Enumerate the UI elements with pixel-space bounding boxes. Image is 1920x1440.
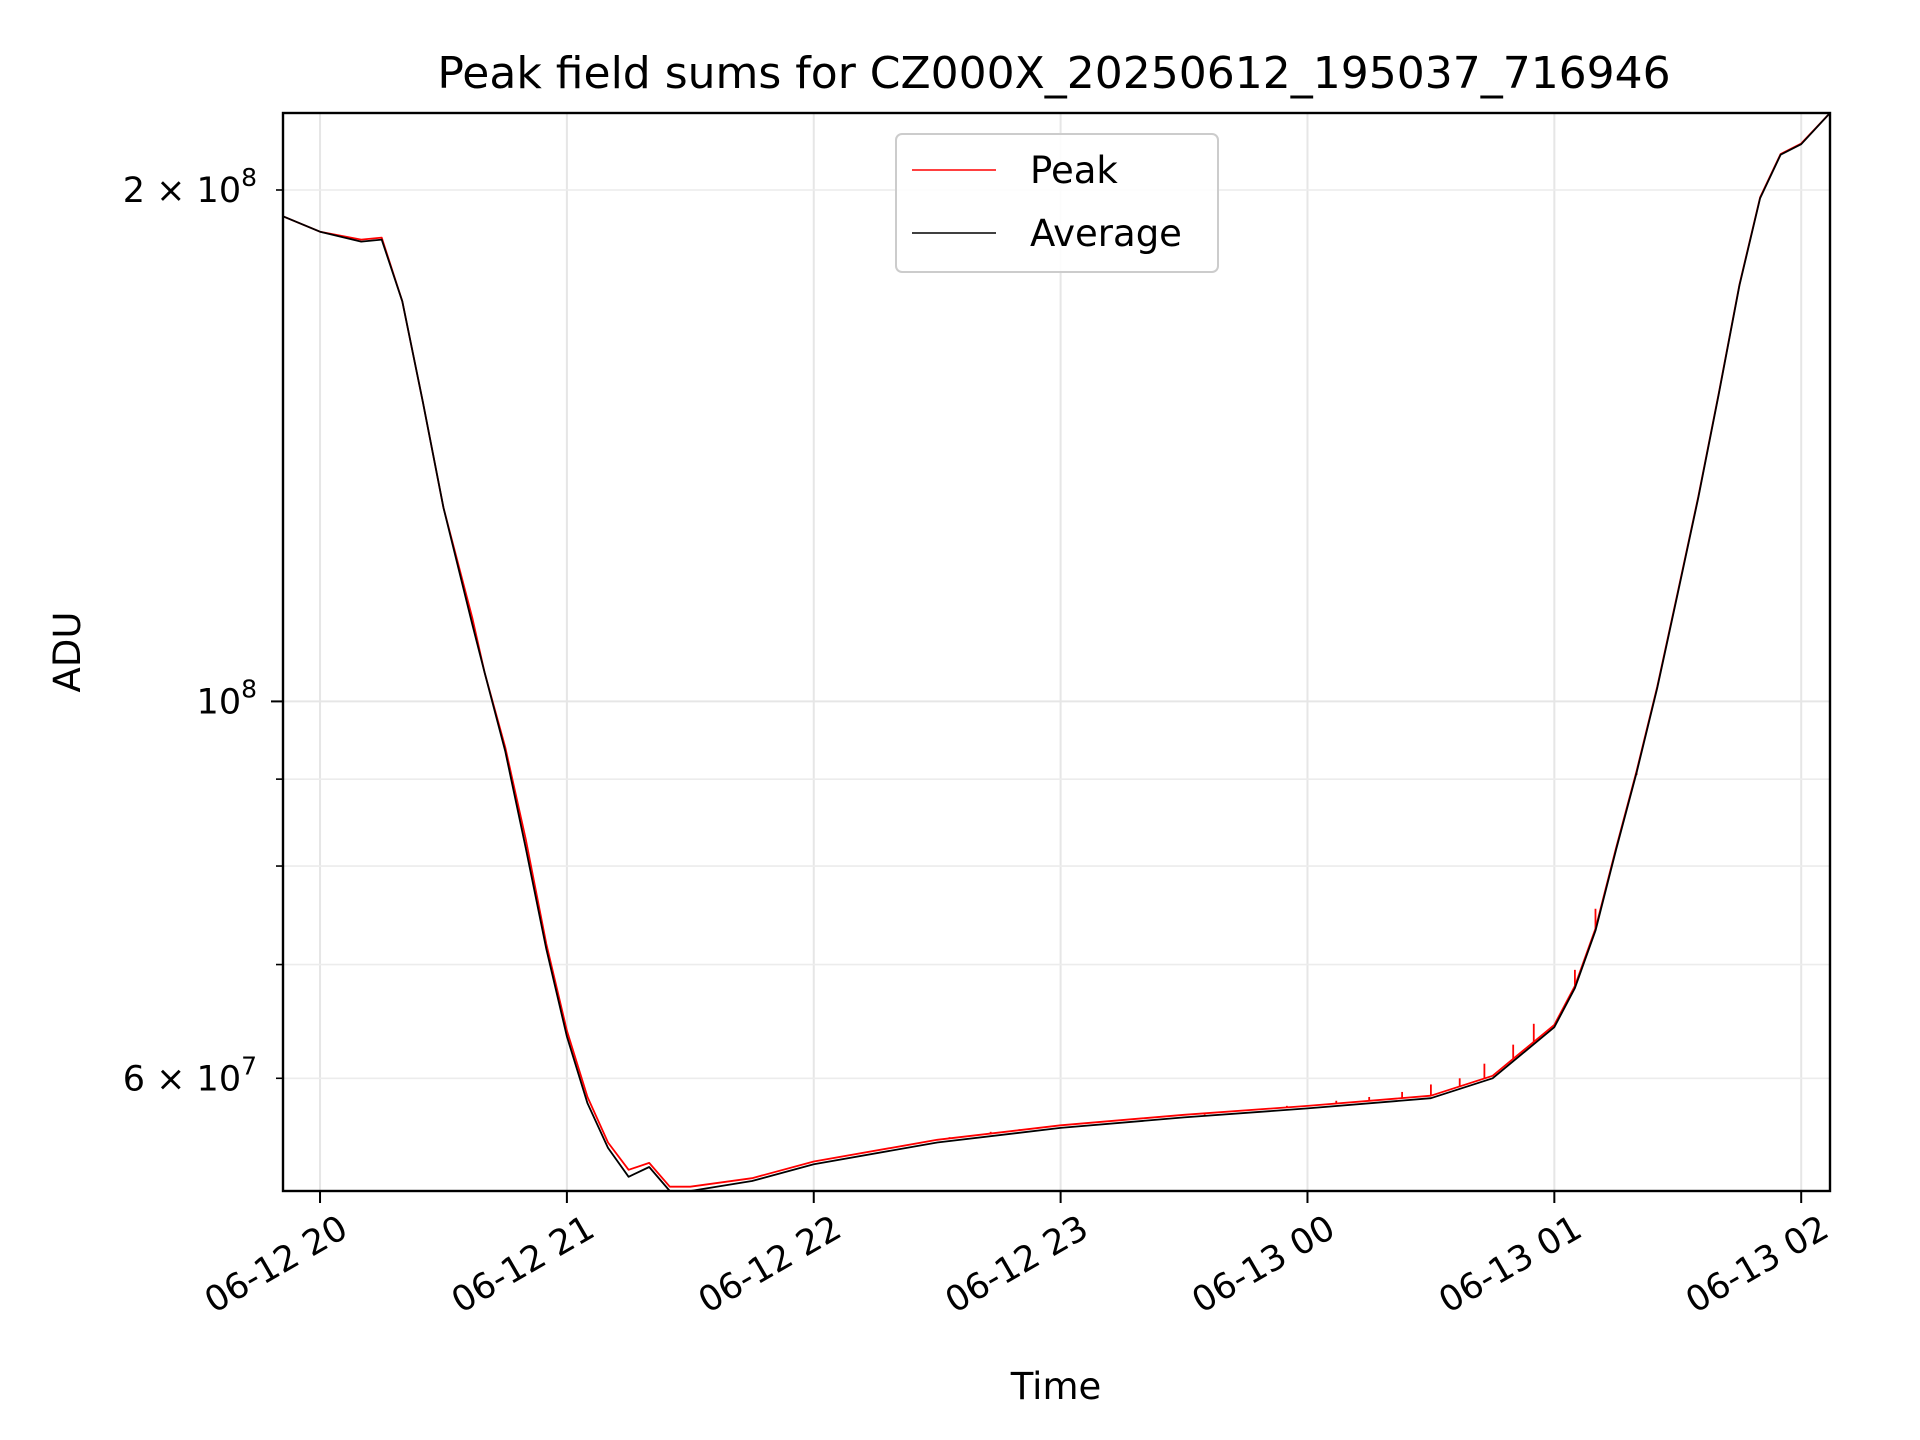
y-tick-label: 2 × 108 — [123, 163, 257, 211]
y-tick-label: 6 × 107 — [123, 1051, 257, 1099]
legend-box — [895, 133, 1219, 273]
plot-frame — [281, 111, 1832, 1193]
chart-title: Peak field sums for CZ000X_20250612_1950… — [437, 48, 1670, 99]
legend-label-peak: Peak — [1030, 149, 1118, 192]
x-axis-label: Time — [1010, 1365, 1102, 1408]
plot-lines — [282, 112, 1831, 1192]
y-tick-label: 108 — [197, 674, 257, 722]
series-line-average — [282, 112, 1831, 1192]
y-axis-ticks: 108 6 × 107 2 × 108 — [123, 163, 283, 1099]
legend-label-average: Average — [1030, 212, 1182, 255]
y-axis-label: ADU — [46, 612, 89, 693]
legend: Peak Average — [895, 133, 1219, 273]
